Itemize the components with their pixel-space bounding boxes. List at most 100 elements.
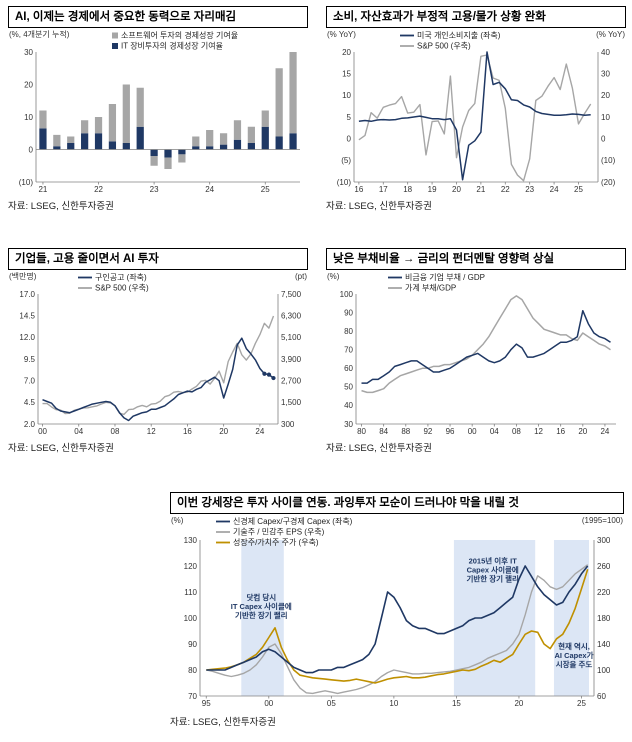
job-openings-line-chart: 2.0 4.5 7.0 9.5 12.0 14.5 17.0 300 1,500 2,700 3,9…	[9, 271, 307, 436]
svg-text:(% YoY): (% YoY)	[596, 30, 625, 39]
svg-text:20: 20	[578, 427, 587, 436]
svg-text:00: 00	[468, 427, 477, 436]
svg-text:가계 부채/GDP: 가계 부채/GDP	[405, 283, 456, 293]
svg-text:성장주/가치주 주가 (우축): 성장주/가치주 주가 (우축)	[233, 537, 319, 547]
svg-text:시장을 주도: 시장을 주도	[556, 659, 593, 669]
svg-text:20: 20	[219, 427, 228, 436]
svg-text:24: 24	[550, 185, 559, 194]
svg-text:미국 개인소비지출 (좌축): 미국 개인소비지출 (좌축)	[417, 30, 501, 40]
svg-text:현재 역시,: 현재 역시,	[558, 641, 590, 651]
svg-text:30: 30	[344, 420, 353, 429]
svg-text:(10): (10)	[601, 156, 616, 165]
svg-text:18: 18	[403, 185, 412, 194]
svg-text:30: 30	[24, 48, 33, 57]
svg-text:23: 23	[525, 185, 534, 194]
svg-text:S&P 500 (우축): S&P 500 (우축)	[95, 284, 149, 293]
svg-text:96: 96	[446, 427, 455, 436]
svg-text:50: 50	[344, 383, 353, 392]
svg-text:15: 15	[452, 699, 461, 708]
svg-text:88: 88	[401, 427, 410, 436]
svg-text:110: 110	[184, 588, 197, 597]
chart-title: 낮은 부채비율 → 금리의 펀더멘탈 영향력 상실	[326, 248, 626, 270]
svg-text:140: 140	[597, 640, 611, 649]
svg-text:60: 60	[344, 364, 353, 373]
chart-title: 소비, 자산효과가 부정적 고용/물가 상황 완화	[326, 6, 626, 28]
svg-text:10: 10	[24, 113, 33, 122]
svg-text:2.0: 2.0	[24, 420, 36, 429]
svg-text:100: 100	[184, 614, 198, 623]
svg-text:92: 92	[423, 427, 432, 436]
svg-text:(%): (%)	[327, 272, 340, 281]
svg-text:비금융 기업 부채 / GDP: 비금융 기업 부채 / GDP	[405, 272, 485, 282]
svg-text:24: 24	[255, 427, 264, 436]
svg-text:80: 80	[188, 666, 197, 675]
svg-text:9.5: 9.5	[24, 355, 36, 364]
svg-text:21: 21	[476, 185, 485, 194]
svg-text:(5): (5)	[341, 156, 351, 165]
svg-text:220: 220	[597, 588, 611, 597]
svg-text:00: 00	[38, 427, 47, 436]
svg-text:90: 90	[188, 640, 197, 649]
svg-text:20: 20	[514, 699, 523, 708]
chart-source: 자료: LSEG, 신한투자증권	[8, 443, 114, 454]
svg-text:84: 84	[379, 427, 388, 436]
svg-text:기반한 장기 랠리: 기반한 장기 랠리	[466, 573, 519, 583]
svg-text:25: 25	[574, 185, 583, 194]
svg-text:5,100: 5,100	[281, 333, 302, 342]
svg-text:100: 100	[597, 666, 611, 675]
svg-text:300: 300	[281, 420, 295, 429]
svg-text:05: 05	[327, 699, 336, 708]
svg-text:20: 20	[24, 80, 33, 89]
svg-text:2015년 이후 IT: 2015년 이후 IT	[469, 555, 518, 565]
ai-contribution-bar-chart: (10) 0 10 20 30 21 22 23 24 25 (%, 4개분기 누적) 소프트웨어 투…	[9, 29, 300, 194]
consumption-line-chart: (10) (5) 0 5 10 15 20 (20) (10) 0 10 20 30 40 16 17 18 19…	[327, 30, 625, 194]
svg-text:00: 00	[264, 699, 273, 708]
chart-card-consumption: 소비, 자산효과가 부정적 고용/물가 상황 완화 (10) (5) 0 5 10 15 2…	[326, 6, 626, 212]
svg-text:25: 25	[261, 185, 270, 194]
chart-title: 이번 강세장은 투자 사이클 연동. 과잉투자 모순이 드러나야 막을 내릴 것	[170, 492, 624, 514]
svg-text:12.0: 12.0	[19, 333, 35, 342]
svg-text:3,900: 3,900	[281, 355, 302, 364]
svg-text:04: 04	[490, 427, 499, 436]
svg-text:20: 20	[452, 185, 461, 194]
svg-text:130: 130	[184, 536, 198, 545]
svg-text:구인공고 (좌축): 구인공고 (좌축)	[95, 272, 147, 282]
svg-text:1,500: 1,500	[281, 398, 302, 407]
svg-text:25: 25	[577, 699, 586, 708]
svg-text:(백만명): (백만명)	[9, 271, 37, 281]
svg-text:24: 24	[600, 427, 609, 436]
chart-source: 자료: LSEG, 신한투자증권	[326, 201, 432, 212]
chart-card-debt-ratio: 낮은 부채비율 → 금리의 펀더멘탈 영향력 상실 30 40 50 60 70 80 90…	[326, 248, 626, 454]
svg-text:60: 60	[597, 692, 606, 701]
svg-text:IT 장비투자의 경제성장 기여율: IT 장비투자의 경제성장 기여율	[121, 41, 223, 51]
svg-text:300: 300	[597, 536, 611, 545]
svg-text:180: 180	[597, 614, 611, 623]
svg-text:12: 12	[147, 427, 156, 436]
svg-text:80: 80	[357, 427, 366, 436]
svg-text:15: 15	[342, 69, 351, 78]
svg-text:16: 16	[354, 185, 363, 194]
svg-text:14.5: 14.5	[19, 311, 35, 320]
svg-text:40: 40	[344, 401, 353, 410]
chart-source: 자료: LSEG, 신한투자증권	[8, 201, 114, 212]
svg-text:(%): (%)	[171, 516, 184, 525]
svg-text:닷컴 당시: 닷컴 당시	[246, 592, 276, 602]
svg-text:0: 0	[347, 134, 352, 143]
svg-text:22: 22	[501, 185, 510, 194]
svg-text:2,700: 2,700	[281, 376, 302, 385]
capex-cycle-line-chart: 70 80 90 100 110 120 130 60 100 140 180 220 260 300 95…	[171, 516, 623, 708]
svg-text:7.0: 7.0	[24, 376, 36, 385]
svg-text:Capex 사이클에: Capex 사이클에	[467, 564, 519, 574]
svg-text:20: 20	[342, 48, 351, 57]
svg-text:90: 90	[344, 308, 353, 317]
svg-text:120: 120	[184, 562, 198, 571]
svg-text:80: 80	[344, 327, 353, 336]
svg-text:S&P 500 (우축): S&P 500 (우축)	[417, 42, 471, 51]
chart-card-ai-contribution: AI, 이제는 경제에서 중요한 동력으로 자리매김 (10) 0 10 20 30 21…	[8, 6, 308, 212]
svg-text:04: 04	[74, 427, 83, 436]
svg-text:7,500: 7,500	[281, 290, 302, 299]
svg-text:22: 22	[94, 185, 103, 194]
chart-title: AI, 이제는 경제에서 중요한 동력으로 자리매김	[8, 6, 308, 28]
svg-text:10: 10	[342, 91, 351, 100]
